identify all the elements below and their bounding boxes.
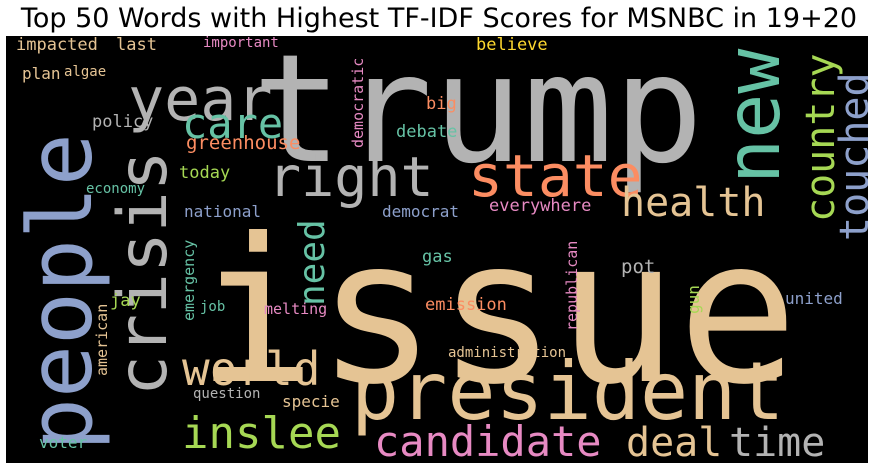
word-question: question [193,386,260,402]
word-democratic: democratic [349,58,367,148]
word-voter: voter [39,433,88,452]
word-year: year [128,65,273,135]
word-state: state [468,142,643,210]
word-president: president [351,345,784,438]
word-trump: trump [252,36,704,197]
word-democrat: democrat [382,202,459,221]
word-touched: touched [832,72,868,241]
word-health: health [621,180,766,226]
word-today: today [179,163,230,183]
word-everywhere: everywhere [489,196,591,216]
word-issue: issue [196,196,798,429]
word-important: important [203,36,279,51]
word-gun: gun [684,285,703,314]
word-american: american [93,304,111,376]
word-gas: gas [422,247,453,267]
word-need: need [292,219,333,306]
word-greenhouse: greenhouse [186,132,300,154]
word-right: right [268,145,434,209]
word-plan: plan [22,64,61,83]
word-new: new [709,48,797,184]
word-administration: administration [448,345,566,361]
word-national: national [184,202,261,221]
word-united: united [785,289,843,308]
word-crisis: crisis [104,150,183,396]
word-melting: melting [264,300,327,318]
word-emergency: emergency [180,240,198,321]
word-last: last [116,36,157,55]
word-algae: algae [64,64,106,80]
word-policy: policy [92,112,153,132]
word-world: world [182,342,320,396]
word-people: people [9,133,112,451]
word-time: time [729,420,825,463]
word-big: big [426,94,457,114]
word-believe: believe [476,36,548,55]
word-care: care [182,99,283,148]
word-jay: jay [110,291,141,311]
word-impacted: impacted [16,36,98,55]
word-country: country [798,53,844,222]
word-inslee: inslee [182,408,341,459]
word-republican: republican [563,241,581,331]
page-title: Top 50 Words with Highest TF-IDF Scores … [20,3,858,34]
word-specie: specie [282,392,340,411]
word-economy: economy [86,181,145,197]
word-debate: debate [396,122,457,142]
word-pot: pot [621,256,655,278]
word-deal: deal [626,420,722,463]
word-cloud: issue trump president people crisis new year ri… [6,36,868,463]
word-candidate: candidate [374,417,602,463]
word-emission: emission [425,295,507,315]
word-job: job [200,299,225,315]
